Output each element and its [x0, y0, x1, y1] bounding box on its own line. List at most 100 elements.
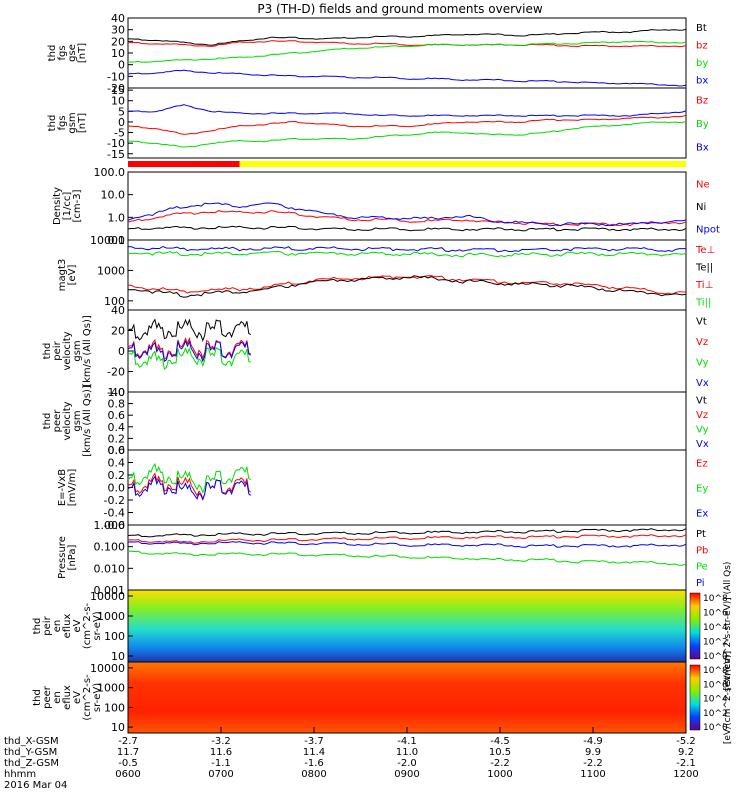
- x-tick-label: -2.0: [397, 758, 417, 769]
- y-tick-label: 0.1: [108, 234, 126, 247]
- y-tick-label: 10000: [90, 234, 125, 247]
- legend-pb: Pb: [696, 545, 708, 556]
- y-tick-label: -20: [107, 366, 125, 379]
- series-pi: [127, 541, 687, 548]
- legend-ne: Ne: [696, 179, 710, 190]
- y-axis-label: eflux: [62, 614, 73, 639]
- x-row-label: thd_Z-GSM: [4, 758, 59, 769]
- y-axis-label: eV: [72, 691, 83, 704]
- y-tick-label: -15: [107, 148, 125, 161]
- y-axis-label: [cm-3]: [72, 189, 83, 222]
- series-vx: [127, 339, 252, 363]
- y-tick-label: 10: [111, 95, 125, 108]
- series-ti⊥: [127, 245, 686, 253]
- legend-te⊥: Te⊥: [695, 245, 715, 256]
- y-tick-label: 100: [104, 630, 125, 643]
- y-tick-label: 0.8: [108, 398, 126, 411]
- series-pe: [127, 550, 687, 566]
- x-tick-label: 0600: [115, 769, 140, 780]
- legend-npot: Npot: [696, 225, 720, 236]
- x-tick-label: -2.7: [118, 736, 138, 747]
- y-tick-label: -0.6: [104, 519, 125, 532]
- y-axis-label: [nPa]: [67, 544, 78, 570]
- y-axis-label: en: [52, 620, 63, 633]
- y-axis-label: peer: [52, 409, 63, 433]
- legend-vt: Vt: [696, 316, 707, 327]
- colorbar-tick-label: 10^4: [703, 623, 728, 633]
- legend-by: by: [696, 58, 708, 69]
- legend-bz: Bz: [696, 96, 708, 107]
- legend-vz: Vz: [696, 410, 708, 421]
- y-tick-label: 0.2: [108, 469, 126, 482]
- y-axis-label: gsm: [72, 340, 83, 361]
- y-tick-label: 20: [111, 325, 125, 338]
- y-axis-label: (cm^2-s-: [82, 674, 93, 721]
- x-tick-label: -1.6: [304, 758, 324, 769]
- series-ne: [127, 210, 687, 227]
- series-ti||: [127, 250, 687, 258]
- y-axis-label: (cm^2-s-: [82, 602, 93, 649]
- y-axis-label: [km/s (All Qs)]: [82, 315, 93, 387]
- y-axis-label: gsm: [67, 112, 78, 133]
- series-by: [127, 40, 687, 63]
- series-bt: [128, 28, 687, 46]
- legend-bt: Bt: [696, 23, 707, 34]
- legend-vz: Vz: [696, 337, 708, 348]
- y-tick-label: 100.0: [94, 166, 126, 179]
- y-tick-label: 100: [104, 701, 125, 714]
- x-tick-label: 11.6: [210, 747, 232, 758]
- y-tick-label: 15: [111, 84, 125, 97]
- colorbar-peer_spectrogram: 10^8 10^6 10^4 10^2 10^0[eV/(cm^2-s-str-eV)]: [689, 651, 733, 744]
- colorbar-tick-label: 10^0: [703, 652, 728, 662]
- y-axis-label: [nT]: [77, 113, 88, 133]
- y-tick-label: 40: [111, 12, 125, 25]
- legend-bz: bz: [696, 40, 708, 51]
- y-tick-label: 10.0: [101, 189, 126, 202]
- x-tick-label: 0800: [301, 769, 326, 780]
- colorbar-gradient: [689, 592, 701, 660]
- series-ni: [127, 225, 687, 232]
- y-axis-label: Pressure: [57, 536, 68, 579]
- y-tick-label: 20: [111, 35, 125, 48]
- y-axis-label: Density: [52, 187, 63, 225]
- y-tick-label: -10: [107, 137, 125, 150]
- y-tick-label: 1.0: [108, 211, 126, 224]
- mode-bar-red: [128, 161, 240, 167]
- legend-bx: bx: [696, 75, 708, 86]
- x-tick-label: -3.7: [304, 736, 324, 747]
- x-tick-label: 1100: [580, 769, 605, 780]
- x-axis-labels: thd_X-GSM -2.7 -3.2 -3.7 -4.1 -4.5 -4.9 -5.2 thd…: [4, 727, 699, 791]
- y-tick-label: 1000: [97, 682, 125, 695]
- series-ez: [127, 472, 252, 501]
- y-tick-label: 0.0: [108, 482, 126, 495]
- colorbar-label: [eV/(cm^2-s-str-eV)] (All Qs): [723, 562, 733, 691]
- y-tick-label: 0.6: [108, 444, 126, 457]
- x-tick-label: 11.0: [396, 747, 418, 758]
- colorbar-tick-label: 10^2: [703, 638, 728, 648]
- series-vy: [127, 346, 252, 371]
- x-tick-label: 0900: [394, 769, 419, 780]
- panel-peir_spectrogram: 10000 1000 100 10 thd peir en eflux eV (cm^2-s-sr…: [32, 562, 733, 691]
- y-axis-label: [km/s (All Qs)]: [82, 385, 93, 457]
- y-tick-label: -0.2: [104, 494, 125, 507]
- series-bx: [127, 69, 687, 87]
- colorbar-label: [eV/(cm^2-s-str-eV)]: [723, 651, 733, 744]
- legend-pi: Pi: [696, 578, 705, 589]
- series-te||: [127, 275, 687, 298]
- y-tick-label: 1000: [97, 610, 125, 623]
- y-tick-label: -40: [107, 386, 125, 399]
- y-axis-label: [mV/m]: [67, 469, 78, 507]
- x-tick-label: -2.2: [583, 758, 603, 769]
- colorbar-gradient: [689, 664, 701, 731]
- x-row-label: thd_X-GSM: [4, 736, 59, 747]
- series-pb: [127, 534, 687, 544]
- y-axis-label: [eV]: [67, 265, 78, 286]
- y-tick-label: 0.0: [108, 444, 126, 457]
- x-tick-label: 11.7: [117, 747, 139, 758]
- y-axis-label: peir: [42, 615, 53, 635]
- legend-ni: Ni: [696, 202, 706, 213]
- legend-vx: Vx: [696, 439, 709, 450]
